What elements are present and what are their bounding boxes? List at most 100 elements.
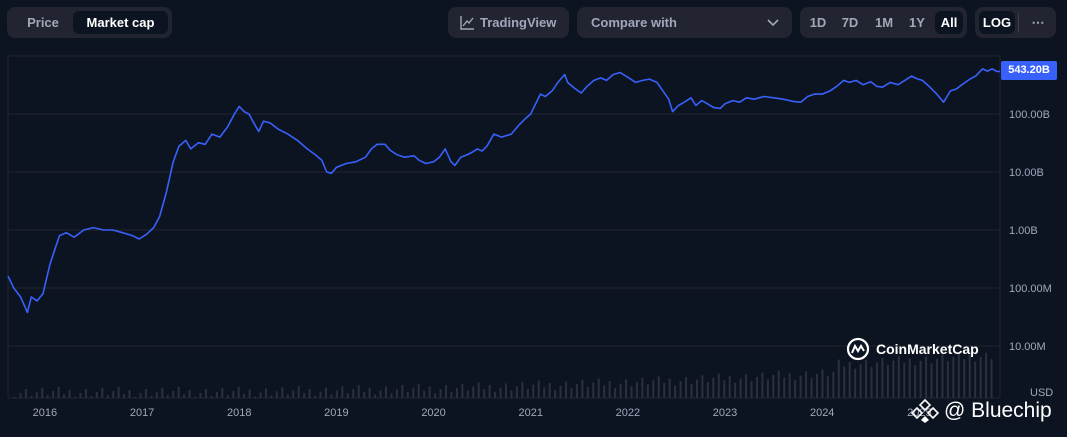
volume-bar	[150, 396, 153, 398]
tab-market-cap[interactable]: Market cap	[73, 11, 168, 34]
x-tick-label: 2019	[324, 407, 348, 419]
volume-bar	[810, 378, 813, 398]
volume-bar	[84, 389, 87, 398]
volume-bar	[286, 394, 289, 398]
volume-bar	[204, 389, 207, 398]
volume-bar	[690, 383, 693, 398]
time-range-selector: 1D 7D 1M 1Y All	[800, 7, 967, 38]
range-1y-button[interactable]: 1Y	[909, 15, 925, 30]
log-scale-button[interactable]: LOG	[979, 11, 1015, 34]
bluechip-overlay: @ Bluechip	[910, 397, 1052, 425]
volume-bar	[837, 359, 840, 398]
volume-bar	[24, 389, 27, 398]
volume-bar	[706, 382, 709, 398]
volume-bar	[379, 390, 382, 398]
x-tick-label: 2018	[227, 407, 251, 419]
volume-bar	[335, 390, 338, 398]
volume-bar	[123, 394, 126, 398]
market-cap-line	[7, 68, 1001, 314]
volume-bar	[952, 356, 955, 398]
volume-bar	[395, 389, 398, 398]
volume-bar	[908, 358, 911, 398]
divider	[1018, 13, 1019, 32]
x-tick-label: 2017	[130, 407, 154, 419]
volume-bar	[761, 372, 764, 398]
volume-bar	[919, 360, 922, 398]
x-tick-label: 2022	[616, 407, 640, 419]
volume-bar	[390, 393, 393, 398]
volume-bar	[254, 396, 257, 398]
volume-bar	[297, 386, 300, 398]
volume-bar	[597, 378, 600, 398]
volume-bar	[990, 359, 993, 398]
volume-bar	[734, 382, 737, 398]
volume-bar	[608, 381, 611, 398]
volume-bar	[565, 381, 568, 398]
volume-bar	[68, 390, 71, 398]
volume-bar	[183, 394, 186, 398]
volume-bar	[330, 394, 333, 398]
volume-bar	[815, 373, 818, 398]
volume-bar	[745, 374, 748, 398]
tradingview-label: TradingView	[480, 15, 557, 30]
volume-bar	[892, 360, 895, 398]
volume-bar	[826, 376, 829, 398]
volume-bar	[799, 375, 802, 398]
volume-bar	[946, 361, 949, 398]
diamond-logo-icon	[910, 398, 940, 423]
volume-bar	[259, 392, 262, 398]
volume-bar	[570, 388, 573, 398]
volume-bar	[985, 352, 988, 398]
volume-bar	[483, 389, 486, 398]
volume-bar	[472, 386, 475, 398]
volume-bar	[57, 387, 60, 398]
y-tick-label: 10.00B	[1009, 167, 1044, 179]
volume-bar	[52, 391, 55, 398]
volume-bar	[341, 386, 344, 398]
range-7d-button[interactable]: 7D	[841, 15, 859, 30]
volume-bar	[886, 364, 889, 398]
volume-bar	[515, 386, 518, 398]
volume-bar	[106, 395, 109, 398]
more-options-button[interactable]: ⋯	[1031, 15, 1045, 30]
range-1d-button[interactable]: 1D	[809, 15, 827, 30]
volume-bar	[663, 382, 666, 398]
compare-with-label: Compare with	[591, 15, 677, 30]
volume-bar	[74, 397, 77, 398]
volume-bar	[755, 376, 758, 398]
volume-bar	[832, 371, 835, 398]
tab-price[interactable]: Price	[27, 15, 59, 30]
volume-bar	[777, 370, 780, 398]
volume-bar	[652, 380, 655, 398]
volume-bar	[685, 377, 688, 398]
volume-bar	[543, 387, 546, 398]
volume-bar	[881, 358, 884, 398]
volume-bar	[875, 362, 878, 398]
volume-bar	[712, 377, 715, 398]
tradingview-button[interactable]: TradingView	[448, 7, 569, 38]
volume-bar	[657, 376, 660, 398]
volume-bar	[324, 387, 327, 398]
x-tick-label: 2016	[33, 407, 57, 419]
compare-with-select[interactable]: Compare with	[577, 7, 792, 38]
volume-bar	[592, 382, 595, 398]
volume-bar	[90, 396, 93, 398]
volume-bar	[406, 392, 409, 398]
x-tick-label: 2020	[421, 407, 445, 419]
range-all-button[interactable]: All	[935, 11, 963, 34]
volume-bar	[865, 360, 868, 398]
range-1m-button[interactable]: 1M	[874, 15, 894, 30]
x-tick-label: 2021	[518, 407, 542, 419]
volume-bar	[46, 395, 49, 398]
volume-bar	[968, 354, 971, 398]
volume-bar	[226, 394, 229, 398]
volume-bar	[625, 379, 628, 398]
volume-bar	[199, 393, 202, 398]
volume-bar	[112, 391, 115, 398]
y-tick-label: 10.00M	[1009, 341, 1046, 353]
volume-bar	[974, 361, 977, 398]
volume-bar	[668, 378, 671, 398]
volume-bar	[532, 384, 535, 398]
volume-bar	[128, 390, 131, 398]
